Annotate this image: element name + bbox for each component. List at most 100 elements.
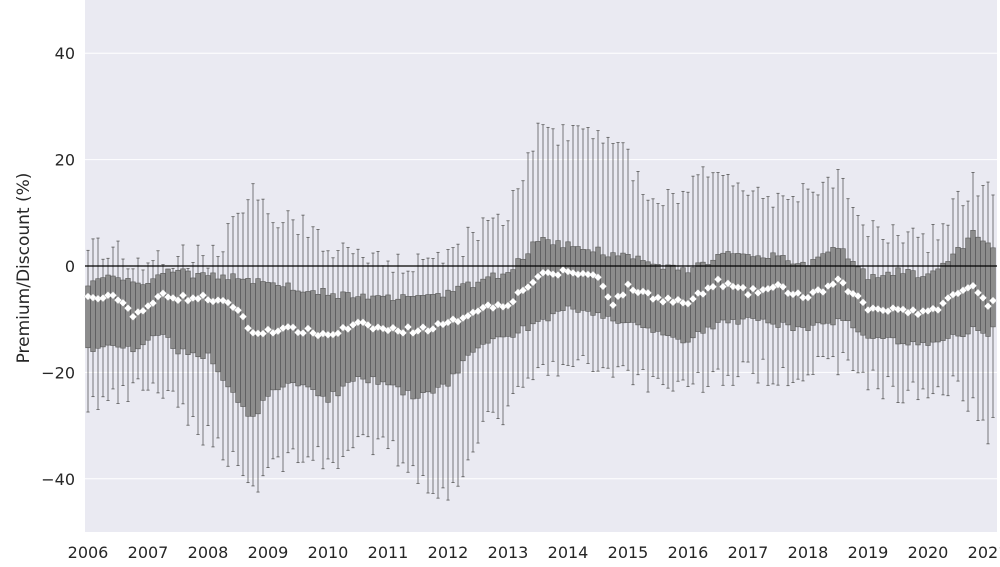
mean-marker xyxy=(694,289,702,297)
mean-marker xyxy=(334,329,342,338)
box xyxy=(335,298,341,397)
mean-marker xyxy=(219,296,227,305)
box xyxy=(155,274,161,336)
box xyxy=(115,277,121,348)
box xyxy=(485,276,491,344)
y-axis-title: Premium/Discount (%) xyxy=(14,173,34,364)
mean-marker xyxy=(624,280,632,289)
mean-marker xyxy=(199,291,207,300)
mean-marker xyxy=(659,297,667,306)
box xyxy=(225,279,231,388)
x-tick-label: 2008 xyxy=(188,543,229,562)
mean-marker xyxy=(404,323,412,331)
box xyxy=(430,294,436,394)
mean-marker xyxy=(689,295,697,303)
mean-marker xyxy=(664,294,672,303)
box xyxy=(100,277,106,348)
box xyxy=(230,273,236,393)
box xyxy=(165,268,171,338)
mean-marker xyxy=(729,282,737,291)
box xyxy=(170,271,176,349)
mean-marker xyxy=(814,286,822,294)
mean-marker xyxy=(399,329,407,337)
mean-marker xyxy=(454,317,462,326)
mean-marker xyxy=(194,294,202,303)
box xyxy=(275,285,281,391)
mean-marker xyxy=(519,286,527,295)
mean-marker xyxy=(349,320,357,329)
mean-marker xyxy=(129,312,137,321)
box xyxy=(550,244,556,315)
box xyxy=(970,230,976,328)
box xyxy=(280,286,286,388)
mean-marker xyxy=(144,302,152,310)
mean-marker xyxy=(489,304,497,312)
mean-marker xyxy=(509,297,517,306)
box xyxy=(535,241,541,322)
mean-marker xyxy=(804,293,812,302)
mean-marker xyxy=(884,307,892,316)
box xyxy=(675,269,681,340)
y-tick-label: −20 xyxy=(41,363,75,382)
mean-marker xyxy=(749,284,757,293)
box xyxy=(540,237,546,320)
x-tick-label: 2014 xyxy=(548,543,589,562)
mean-marker xyxy=(104,291,112,300)
mean-marker xyxy=(229,303,237,312)
mean-marker xyxy=(504,301,512,310)
box xyxy=(385,294,391,386)
box xyxy=(715,254,721,323)
box xyxy=(745,254,751,318)
mean-marker xyxy=(234,306,242,315)
mean-marker xyxy=(934,306,942,314)
box xyxy=(710,259,716,330)
mean-marker xyxy=(294,328,302,337)
mean-marker xyxy=(274,327,282,336)
mean-marker xyxy=(914,310,922,319)
box xyxy=(200,272,206,359)
mean-marker xyxy=(594,273,602,282)
mean-marker xyxy=(99,294,107,303)
mean-marker xyxy=(974,288,982,297)
mean-marker xyxy=(364,321,372,329)
box xyxy=(240,278,246,407)
box xyxy=(355,296,361,377)
mean-marker xyxy=(874,305,882,313)
box xyxy=(935,268,941,343)
mean-marker xyxy=(829,280,837,289)
box xyxy=(120,279,126,349)
box xyxy=(325,294,331,403)
box xyxy=(265,282,271,397)
mean-marker xyxy=(684,299,692,308)
box xyxy=(215,278,221,373)
box xyxy=(245,278,251,417)
mean-marker xyxy=(639,287,647,296)
mean-marker xyxy=(954,289,962,298)
mean-marker xyxy=(794,289,802,297)
box xyxy=(560,247,566,311)
mean-marker xyxy=(384,326,392,335)
mean-marker xyxy=(534,272,542,281)
box xyxy=(370,295,376,378)
mean-marker xyxy=(119,298,127,307)
x-tick-label: 2021 xyxy=(968,543,1000,562)
mean-marker xyxy=(464,311,472,320)
mean-marker xyxy=(179,291,187,300)
box xyxy=(570,246,576,310)
mean-marker xyxy=(164,293,172,301)
box xyxy=(905,269,911,346)
box xyxy=(305,291,311,388)
box xyxy=(180,268,186,350)
mean-marker xyxy=(584,270,592,279)
mean-marker xyxy=(484,301,492,309)
box xyxy=(415,295,421,399)
mean-marker xyxy=(309,329,317,337)
box xyxy=(460,283,466,362)
box xyxy=(450,291,456,375)
box xyxy=(285,282,291,384)
mean-marker xyxy=(709,282,717,291)
y-tick-label: 20 xyxy=(55,151,75,170)
y-tick-label: 40 xyxy=(55,44,75,63)
box xyxy=(300,291,306,386)
box xyxy=(95,278,101,349)
